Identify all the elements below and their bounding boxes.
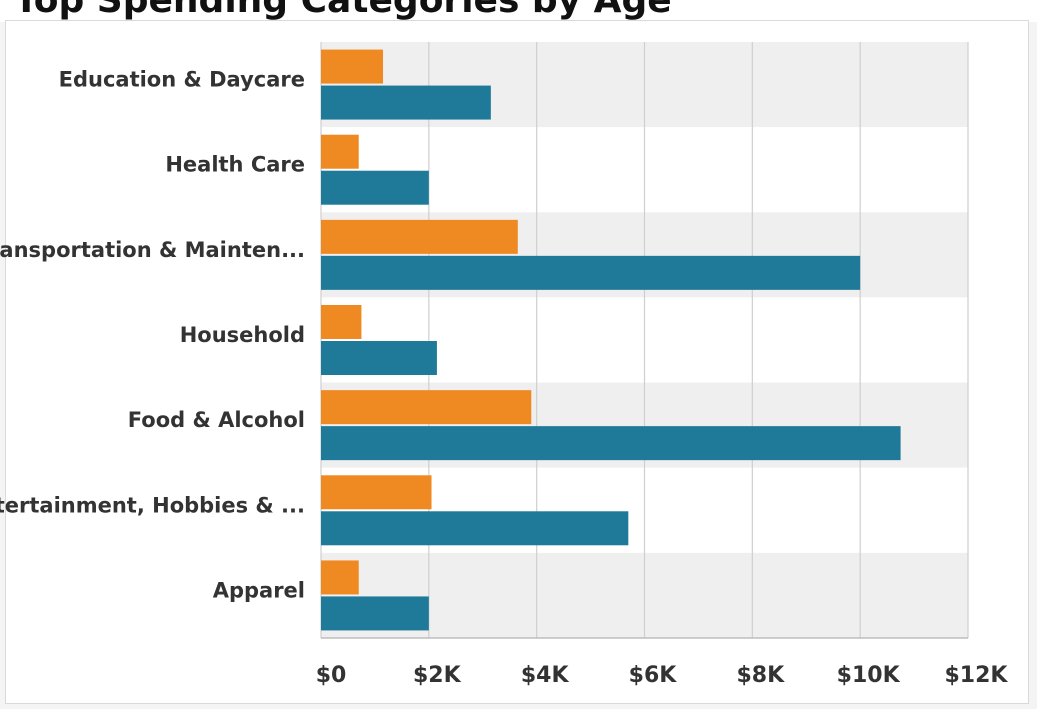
x-tick-label: $0: [316, 663, 347, 688]
bar-series-a: [321, 475, 432, 510]
category-label: Apparel: [213, 578, 305, 602]
x-tick-label: $4K: [521, 663, 570, 688]
bar-series-b: [321, 170, 429, 205]
bar-series-b: [321, 85, 491, 120]
category-label: Transportation & Mainten...: [0, 238, 305, 262]
title-strip: Top Spending Categories by Age: [0, 0, 1037, 22]
x-tick-label: $8K: [736, 663, 785, 688]
bar-series-b: [321, 596, 429, 631]
x-tick-label: $10K: [837, 663, 901, 688]
bar-series-a: [321, 390, 532, 425]
category-label: Food & Alcohol: [128, 408, 305, 432]
bar-series-b: [321, 255, 861, 290]
x-tick-label: $12K: [945, 663, 1009, 688]
bar-series-b: [321, 426, 901, 461]
chart-title: Top Spending Categories by Age: [14, 0, 672, 21]
bar-series-b: [321, 341, 437, 375]
category-label: Household: [180, 323, 305, 347]
bar-series-a: [321, 305, 362, 339]
category-label: Health Care: [165, 153, 305, 177]
bar-series-a: [321, 219, 518, 254]
category-label: Education & Daycare: [59, 68, 305, 92]
x-tick-label: $2K: [413, 663, 462, 688]
bar-series-a: [321, 134, 359, 169]
x-tick-label: $6K: [629, 663, 678, 688]
bar-series-a: [321, 560, 359, 595]
category-label: Entertainment, Hobbies & ...: [0, 493, 305, 517]
bar-series-b: [321, 511, 629, 546]
bar-series-a: [321, 49, 384, 84]
